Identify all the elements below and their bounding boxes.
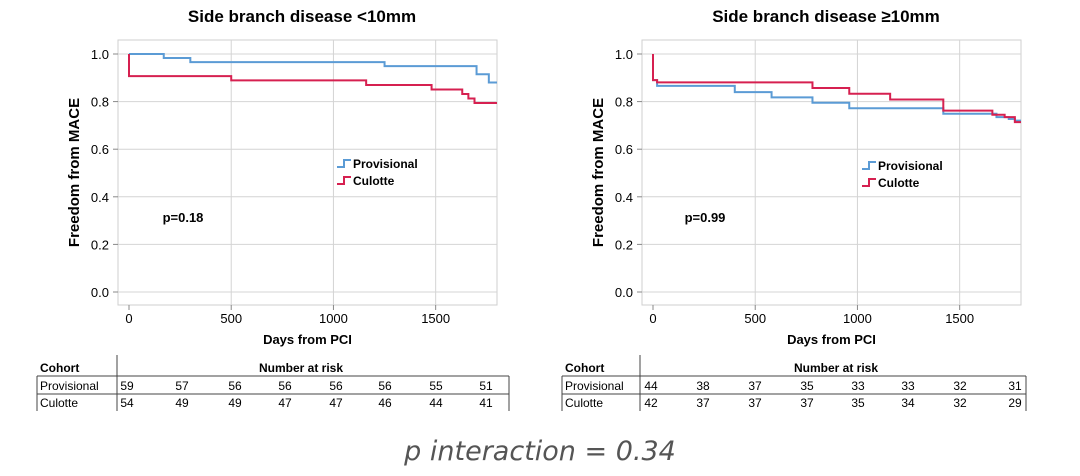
risk-cell: 55 [429, 379, 443, 393]
x-tick-label: 1500 [421, 311, 450, 326]
p-value-annotation: p=0.18 [163, 210, 204, 225]
x-tick-label: 1500 [945, 311, 974, 326]
risk-cell: 35 [800, 379, 814, 393]
risk-table-header: Number at risk [259, 361, 343, 375]
series-line-culotte [652, 54, 1021, 124]
risk-row-label: Provisional [40, 379, 99, 393]
legend-label-provisional: Provisional [878, 159, 943, 173]
risk-cell: 49 [175, 396, 189, 410]
risk-cell: 35 [851, 396, 865, 410]
risk-cell: 33 [851, 379, 865, 393]
risk-cell: 47 [278, 396, 292, 410]
p-value-annotation: p=0.99 [685, 210, 726, 225]
y-tick-label: 0.4 [615, 190, 633, 205]
risk-cell: 47 [329, 396, 343, 410]
chart-panel-1: Side branch disease <10mm 0 500 1000 1500 0.0… [36, 7, 510, 411]
legend-swatch-provisional [337, 159, 351, 168]
risk-cell: 44 [644, 379, 658, 393]
risk-cell: 37 [696, 396, 710, 410]
risk-cell: 51 [479, 379, 493, 393]
risk-cell: 54 [120, 396, 134, 410]
y-tick-label: 1.0 [91, 47, 109, 62]
interaction-p-value: p interaction = 0.34 [403, 436, 676, 467]
y-tick-label: 0.2 [615, 237, 633, 252]
chart-panel-2: Side branch disease ≥10mm 0 500 1000 1500 0.0… [561, 7, 1027, 411]
legend-label-culotte: Culotte [878, 176, 920, 190]
x-tick-label: 0 [649, 311, 656, 326]
risk-table: Cohort Number at risk Provisional 59 57 56 56 5… [36, 355, 510, 411]
risk-table: Cohort Number at risk Provisional 44 38 37 35 3… [561, 355, 1027, 411]
risk-cell: 41 [479, 396, 493, 410]
y-tick-label: 0.6 [615, 142, 633, 157]
y-tick-label: 0.8 [91, 95, 109, 110]
risk-table-header: Number at risk [794, 361, 878, 375]
risk-cell: 59 [120, 379, 134, 393]
legend-label-provisional: Provisional [353, 157, 418, 171]
y-axis-label: Freedom from MACE [590, 98, 607, 247]
legend-swatch-provisional [862, 161, 876, 170]
x-tick-label: 1000 [843, 311, 872, 326]
series-line-culotte [128, 54, 497, 105]
risk-cell: 37 [800, 396, 814, 410]
risk-cell: 44 [429, 396, 443, 410]
legend: Provisional Culotte [337, 157, 418, 188]
risk-cell: 32 [953, 396, 967, 410]
legend: Provisional Culotte [862, 159, 943, 190]
risk-row-label: Provisional [565, 379, 624, 393]
risk-cell: 38 [696, 379, 710, 393]
x-axis-label: Days from PCI [787, 332, 876, 347]
series-line-provisional [652, 54, 1021, 122]
risk-row-label: Culotte [565, 396, 603, 410]
risk-cell: 32 [953, 379, 967, 393]
y-tick-label: 0.0 [615, 285, 633, 300]
chart-title: Side branch disease <10mm [188, 7, 416, 26]
risk-cell: 56 [329, 379, 343, 393]
risk-cell: 57 [175, 379, 189, 393]
risk-cell: 42 [644, 396, 658, 410]
chart-title: Side branch disease ≥10mm [712, 7, 940, 26]
plot-frame [117, 39, 498, 306]
y-tick-label: 1.0 [615, 47, 633, 62]
risk-cell: 37 [748, 396, 762, 410]
risk-table-cohort-header: Cohort [40, 361, 79, 375]
risk-row-label: Culotte [40, 396, 78, 410]
risk-cell: 29 [1008, 396, 1022, 410]
x-tick-label: 0 [125, 311, 132, 326]
y-tick-label: 0.0 [91, 285, 109, 300]
y-tick-label: 0.2 [91, 237, 109, 252]
y-tick-label: 0.8 [615, 95, 633, 110]
risk-cell: 33 [901, 379, 915, 393]
risk-cell: 37 [748, 379, 762, 393]
risk-table-cohort-header: Cohort [565, 361, 604, 375]
y-axis-label: Freedom from MACE [66, 98, 83, 247]
risk-cell: 34 [901, 396, 915, 410]
series-line-provisional [129, 53, 497, 84]
x-axis-label: Days from PCI [263, 332, 352, 347]
risk-cell: 56 [228, 379, 242, 393]
risk-cell: 31 [1008, 379, 1022, 393]
x-tick-label: 500 [220, 311, 242, 326]
y-tick-label: 0.6 [91, 142, 109, 157]
plot-frame [641, 39, 1022, 306]
risk-cell: 56 [378, 379, 392, 393]
x-tick-label: 500 [744, 311, 766, 326]
x-tick-label: 1000 [319, 311, 348, 326]
legend-swatch-culotte [862, 178, 876, 187]
risk-cell: 49 [228, 396, 242, 410]
y-tick-label: 0.4 [91, 190, 109, 205]
risk-cell: 46 [378, 396, 392, 410]
legend-swatch-culotte [337, 176, 351, 185]
risk-cell: 56 [278, 379, 292, 393]
legend-label-culotte: Culotte [353, 174, 395, 188]
